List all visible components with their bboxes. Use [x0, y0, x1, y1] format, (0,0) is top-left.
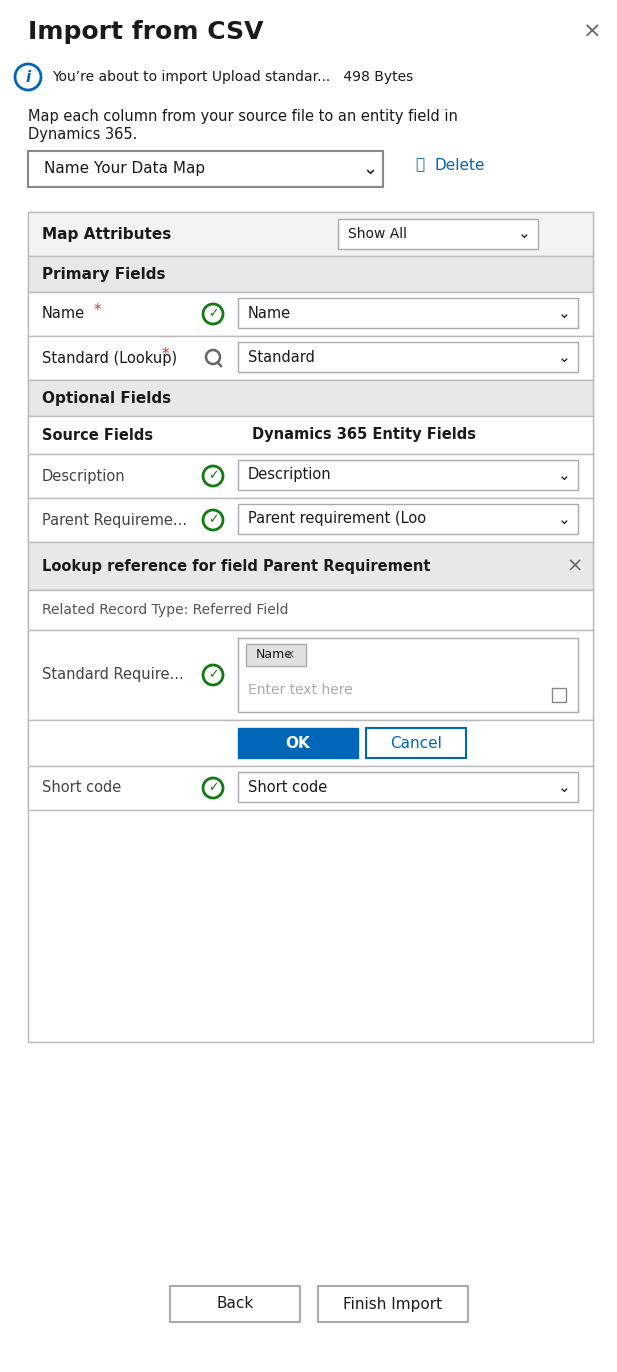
Text: You’re about to import Upload standar...   498 Bytes: You’re about to import Upload standar...… — [52, 70, 413, 84]
FancyBboxPatch shape — [338, 220, 538, 248]
Text: Standard (Lookup): Standard (Lookup) — [42, 350, 177, 365]
Text: ✓: ✓ — [208, 469, 218, 483]
FancyBboxPatch shape — [28, 336, 593, 380]
Text: Finish Import: Finish Import — [344, 1297, 442, 1312]
FancyBboxPatch shape — [28, 380, 593, 416]
Text: 🗑: 🗑 — [415, 158, 424, 173]
Text: ⌄: ⌄ — [558, 350, 570, 365]
FancyBboxPatch shape — [28, 590, 593, 630]
Text: Show All: Show All — [348, 226, 407, 241]
FancyBboxPatch shape — [28, 542, 593, 590]
FancyBboxPatch shape — [238, 772, 578, 803]
Text: ✓: ✓ — [208, 513, 218, 527]
Text: Name: Name — [42, 306, 85, 321]
FancyBboxPatch shape — [238, 460, 578, 490]
Text: ⌄: ⌄ — [558, 779, 570, 794]
Text: ⌄: ⌄ — [558, 306, 570, 321]
Text: Dynamics 365 Entity Fields: Dynamics 365 Entity Fields — [252, 428, 476, 443]
Text: Import from CSV: Import from CSV — [28, 21, 263, 44]
FancyBboxPatch shape — [238, 504, 578, 534]
Text: Dynamics 365.: Dynamics 365. — [28, 128, 138, 143]
Text: ✓: ✓ — [208, 668, 218, 682]
Text: i: i — [25, 70, 31, 85]
Text: ×: × — [567, 557, 583, 575]
Text: Optional Fields: Optional Fields — [42, 391, 171, 406]
Text: Back: Back — [217, 1297, 254, 1312]
Text: Source Fields: Source Fields — [42, 428, 153, 443]
Text: Primary Fields: Primary Fields — [42, 266, 165, 281]
FancyBboxPatch shape — [28, 257, 593, 292]
FancyBboxPatch shape — [28, 720, 593, 766]
FancyBboxPatch shape — [366, 729, 466, 757]
Text: Name: Name — [256, 649, 293, 661]
Text: ⌄: ⌄ — [362, 161, 378, 178]
Text: Standard Require...: Standard Require... — [42, 668, 184, 682]
Text: Enter text here: Enter text here — [248, 683, 353, 697]
Text: Lookup reference for field Parent Requirement: Lookup reference for field Parent Requir… — [42, 558, 431, 573]
FancyBboxPatch shape — [552, 687, 566, 702]
Text: ⌄: ⌄ — [558, 468, 570, 483]
Text: ✓: ✓ — [208, 782, 218, 794]
FancyBboxPatch shape — [28, 213, 593, 257]
Text: Parent Requireme...: Parent Requireme... — [42, 513, 187, 527]
Text: *: * — [162, 347, 170, 362]
FancyBboxPatch shape — [28, 151, 383, 187]
FancyBboxPatch shape — [238, 298, 578, 328]
Text: Map Attributes: Map Attributes — [42, 226, 172, 241]
Text: ⌄: ⌄ — [558, 512, 570, 527]
Text: OK: OK — [286, 735, 310, 750]
FancyBboxPatch shape — [28, 213, 593, 1041]
Text: Short code: Short code — [42, 781, 122, 796]
FancyBboxPatch shape — [28, 292, 593, 336]
Text: Description: Description — [42, 468, 126, 483]
Text: Name: Name — [248, 306, 291, 321]
FancyBboxPatch shape — [170, 1286, 300, 1323]
FancyBboxPatch shape — [238, 342, 578, 372]
FancyBboxPatch shape — [28, 630, 593, 720]
Text: ×: × — [582, 22, 602, 43]
Text: Cancel: Cancel — [390, 735, 442, 750]
FancyBboxPatch shape — [318, 1286, 468, 1323]
FancyBboxPatch shape — [28, 498, 593, 542]
Text: Parent requirement (Loo: Parent requirement (Loo — [248, 512, 426, 527]
Text: Delete: Delete — [435, 158, 486, 173]
FancyBboxPatch shape — [238, 638, 578, 712]
FancyBboxPatch shape — [28, 766, 593, 809]
Text: Related Record Type: Referred Field: Related Record Type: Referred Field — [42, 604, 289, 617]
Text: Name Your Data Map: Name Your Data Map — [44, 162, 205, 177]
Text: Short code: Short code — [248, 779, 327, 794]
Text: ×: × — [285, 649, 296, 661]
Text: Description: Description — [248, 468, 331, 483]
Text: *: * — [94, 303, 102, 318]
FancyBboxPatch shape — [238, 729, 358, 757]
Text: Standard: Standard — [248, 350, 315, 365]
Text: ⌄: ⌄ — [518, 226, 531, 241]
Text: ✓: ✓ — [208, 307, 218, 321]
FancyBboxPatch shape — [246, 643, 306, 665]
FancyBboxPatch shape — [28, 416, 593, 454]
Text: Map each column from your source file to an entity field in: Map each column from your source file to… — [28, 110, 458, 125]
FancyBboxPatch shape — [28, 454, 593, 498]
